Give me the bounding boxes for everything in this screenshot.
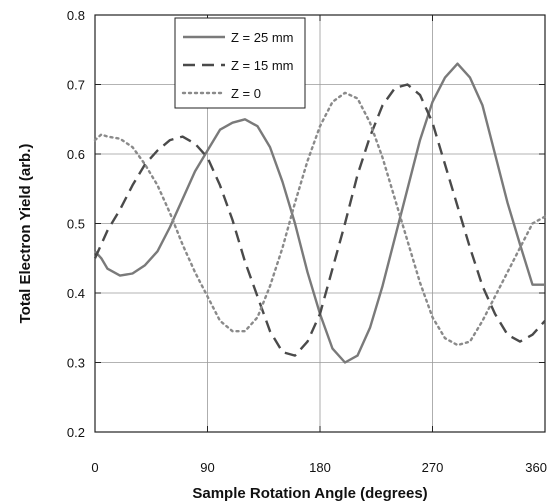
- x-tick-label: 0: [91, 460, 98, 475]
- y-tick-label: 0.4: [67, 286, 85, 301]
- series-line-dashed: [93, 83, 546, 357]
- x-tick-label: 360: [525, 460, 547, 475]
- y-axis-label: Total Electron Yield (arb.): [17, 144, 34, 324]
- x-axis-label: Sample Rotation Angle (degrees): [192, 485, 427, 502]
- y-tick-label: 0.2: [67, 425, 85, 440]
- series-line-dotted: [93, 91, 547, 347]
- y-tick-label: 0.5: [67, 217, 85, 232]
- series-lines: [93, 62, 547, 364]
- y-tick-label: 0.6: [67, 147, 85, 162]
- y-tick-label: 0.8: [67, 8, 85, 23]
- legend-label: Z = 25 mm: [231, 30, 294, 45]
- x-tick-label: 90: [200, 460, 214, 475]
- series-line-solid: [94, 62, 545, 364]
- y-tick-label: 0.3: [67, 356, 85, 371]
- legend: Z = 25 mm Z = 15 mm Z = 0: [174, 17, 306, 109]
- x-tick-label: 270: [422, 460, 444, 475]
- y-tick-label: 0.7: [67, 78, 85, 93]
- legend-label: Z = 0: [231, 86, 261, 101]
- legend-label: Z = 15 mm: [231, 58, 294, 73]
- y-axis-ticks: 0.2 0.3 0.4 0.5 0.6 0.7 0.8: [67, 8, 545, 440]
- grid: [95, 15, 545, 432]
- x-tick-label: 180: [309, 460, 331, 475]
- legend-items: Z = 25 mm Z = 15 mm Z = 0: [181, 30, 294, 101]
- x-axis-ticks: 0 90 180 270 360: [91, 15, 547, 475]
